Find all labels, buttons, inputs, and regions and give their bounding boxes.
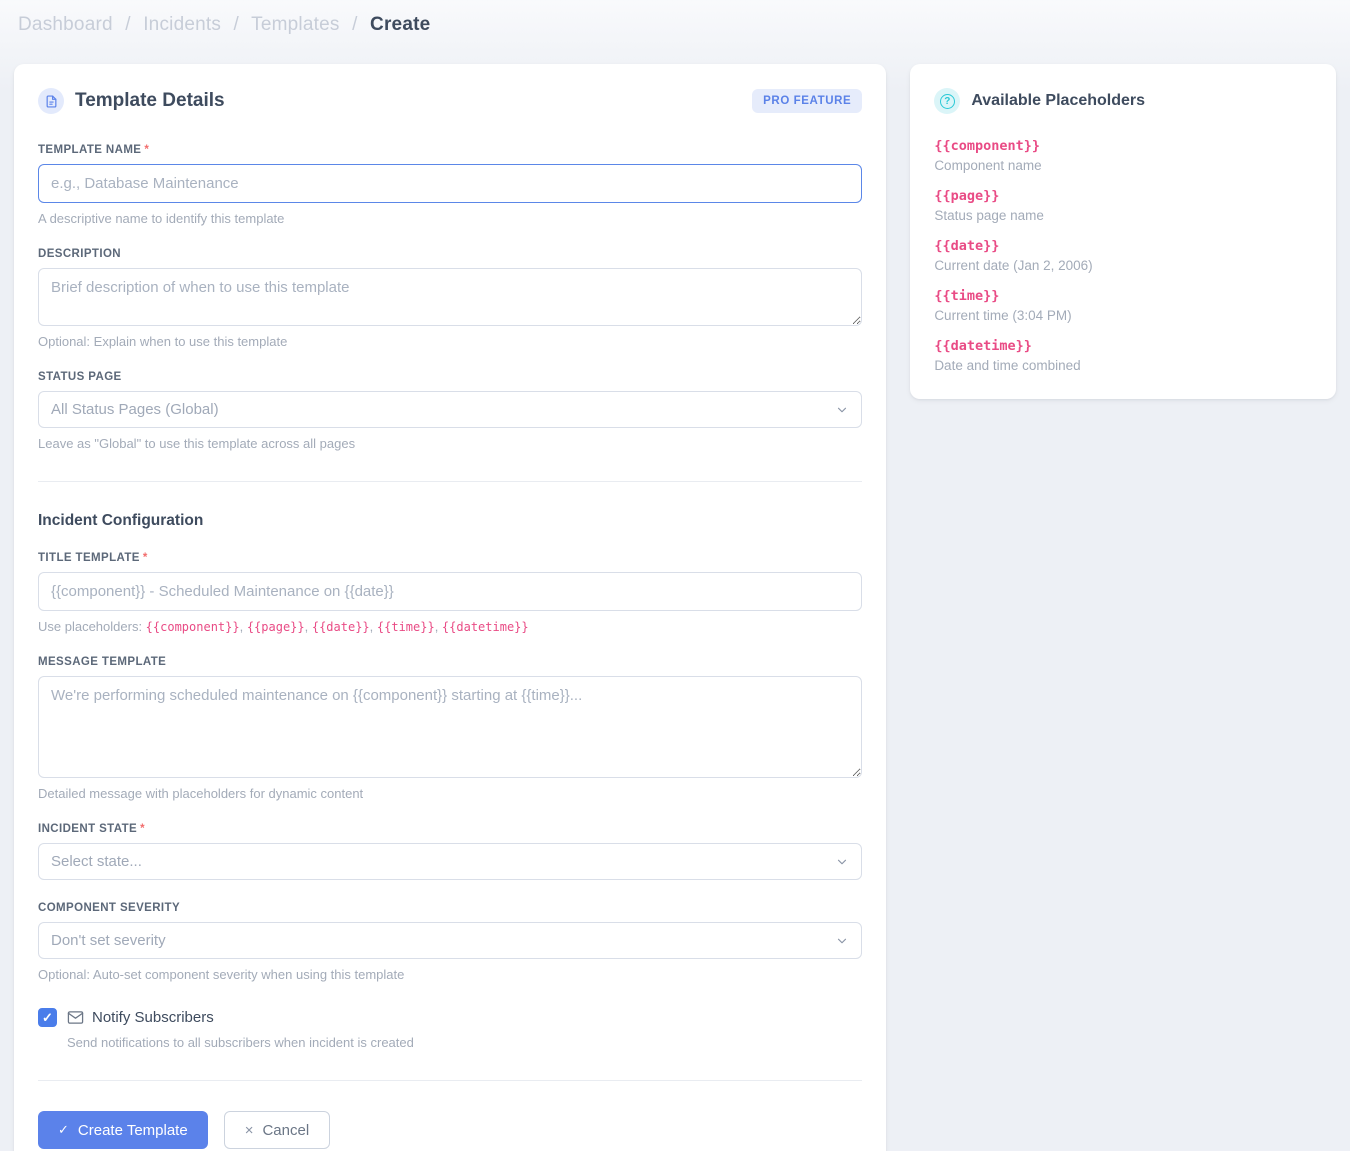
message-template-label: MESSAGE TEMPLATE: [38, 656, 167, 668]
actions-divider: [38, 1080, 863, 1081]
title-template-helper: Use placeholders: {{component}}, {{page}…: [38, 619, 529, 634]
incident-state-select[interactable]: Select state...: [38, 843, 863, 880]
status-page-select[interactable]: All Status Pages (Global): [38, 391, 863, 428]
placeholder-code: {{date}}: [934, 238, 1000, 254]
check-icon: ✓: [42, 1010, 53, 1025]
component-severity-helper: Optional: Auto-set component severity wh…: [38, 967, 405, 982]
placeholders-title: Available Placeholders: [971, 92, 1146, 109]
placeholder-item-page: {{page}} Status page name: [934, 188, 1312, 223]
placeholder-item-datetime: {{datetime}} Date and time combined: [934, 338, 1312, 373]
component-severity-selected-value: Don't set severity: [51, 932, 166, 949]
incident-configuration-title: Incident Configuration: [38, 512, 204, 529]
placeholder-description: Current date (Jan 2, 2006): [934, 258, 1093, 273]
pro-feature-badge: PRO FEATURE: [752, 89, 863, 113]
template-name-input[interactable]: [38, 164, 863, 203]
card-header: Template Details PRO FEATURE: [38, 88, 863, 114]
title-template-label: TITLE TEMPLATE *: [38, 552, 148, 564]
breadcrumb-item-dashboard[interactable]: Dashboard: [18, 14, 113, 35]
message-template-textarea[interactable]: [38, 676, 863, 778]
placeholder-code: {{component}}: [145, 620, 240, 634]
placeholder-code: {{component}}: [934, 138, 1040, 154]
placeholder-item-time: {{time}} Current time (3:04 PM): [934, 288, 1312, 323]
card-title: Template Details: [75, 90, 225, 111]
document-icon: [38, 88, 64, 114]
breadcrumb-item-incidents[interactable]: Incidents: [143, 14, 222, 35]
envelope-icon: [67, 1009, 84, 1026]
template-details-card: Template Details PRO FEATURE TEMPLATE NA…: [14, 64, 887, 1151]
placeholder-item-date: {{date}} Current date (Jan 2, 2006): [934, 238, 1312, 273]
incident-state-label: INCIDENT STATE *: [38, 823, 145, 835]
component-severity-group: COMPONENT SEVERITY Don't set severity Op…: [38, 902, 863, 982]
required-mark: *: [144, 144, 150, 156]
placeholder-description: Date and time combined: [934, 358, 1081, 373]
breadcrumb-current: Create: [370, 14, 431, 35]
breadcrumb-item-templates[interactable]: Templates: [251, 14, 340, 35]
status-page-selected-value: All Status Pages (Global): [51, 401, 219, 418]
placeholder-code: {{date}}: [311, 620, 370, 634]
required-mark: *: [140, 823, 145, 835]
breadcrumb-separator: /: [125, 14, 131, 35]
placeholder-code: {{time}}: [376, 620, 435, 634]
status-page-label: STATUS PAGE: [38, 371, 122, 383]
placeholder-description: Current time (3:04 PM): [934, 308, 1072, 323]
status-page-group: STATUS PAGE All Status Pages (Global) Le…: [38, 371, 863, 451]
form-actions: ✓ Create Template × Cancel: [38, 1111, 862, 1149]
template-name-group: TEMPLATE NAME* A descriptive name to ide…: [38, 144, 863, 226]
message-template-helper: Detailed message with placeholders for d…: [38, 786, 364, 801]
notify-subscribers-label[interactable]: Notify Subscribers: [92, 1009, 214, 1026]
create-template-button[interactable]: ✓ Create Template: [38, 1111, 208, 1149]
placeholder-code: {{time}}: [934, 288, 1000, 304]
template-name-helper: A descriptive name to identify this temp…: [38, 211, 285, 226]
description-group: DESCRIPTION Optional: Explain when to us…: [38, 248, 863, 349]
required-mark: *: [142, 552, 148, 564]
component-severity-select[interactable]: Don't set severity: [38, 922, 863, 959]
message-template-group: MESSAGE TEMPLATE Detailed message with p…: [38, 656, 863, 801]
placeholder-code: {{page}}: [934, 188, 1000, 204]
placeholder-description: Status page name: [934, 208, 1044, 223]
close-icon: ×: [244, 1121, 254, 1139]
template-name-label: TEMPLATE NAME *: [38, 144, 150, 156]
breadcrumb: Dashboard / Incidents / Templates / Crea…: [14, 8, 1336, 36]
description-helper: Optional: Explain when to use this templ…: [38, 334, 288, 349]
title-template-group: TITLE TEMPLATE* Use placeholders: {{comp…: [38, 552, 863, 634]
section-divider: [38, 481, 863, 482]
chevron-down-icon: [835, 934, 849, 948]
placeholder-code: {{datetime}}: [934, 338, 1032, 354]
title-template-input[interactable]: [38, 572, 863, 611]
chevron-down-icon: [835, 855, 849, 869]
notify-subscribers-helper: Send notifications to all subscribers wh…: [67, 1035, 414, 1050]
description-label: DESCRIPTION: [38, 248, 121, 260]
placeholder-description: Component name: [934, 158, 1042, 173]
incident-state-selected-value: Select state...: [51, 853, 142, 870]
notify-subscribers-checkbox[interactable]: ✓: [38, 1008, 57, 1027]
notify-subscribers-group: ✓ Notify Subscribers Send notifications …: [38, 1008, 862, 1050]
placeholder-code: {{datetime}}: [441, 620, 529, 634]
incident-state-group: INCIDENT STATE * Select state...: [38, 823, 863, 880]
cancel-button[interactable]: × Cancel: [223, 1111, 331, 1149]
component-severity-label: COMPONENT SEVERITY: [38, 902, 181, 914]
question-icon: ?: [934, 88, 961, 114]
status-page-helper: Leave as "Global" to use this template a…: [38, 436, 356, 451]
breadcrumb-separator: /: [352, 14, 358, 35]
placeholders-header: ? Available Placeholders: [934, 88, 1312, 114]
placeholder-code: {{page}}: [246, 620, 305, 634]
check-icon: ✓: [58, 1122, 69, 1137]
placeholder-item-component: {{component}} Component name: [934, 138, 1312, 173]
description-textarea[interactable]: [38, 268, 863, 326]
available-placeholders-card: ? Available Placeholders {{component}} C…: [910, 64, 1336, 399]
breadcrumb-separator: /: [233, 14, 240, 35]
chevron-down-icon: [835, 403, 849, 417]
